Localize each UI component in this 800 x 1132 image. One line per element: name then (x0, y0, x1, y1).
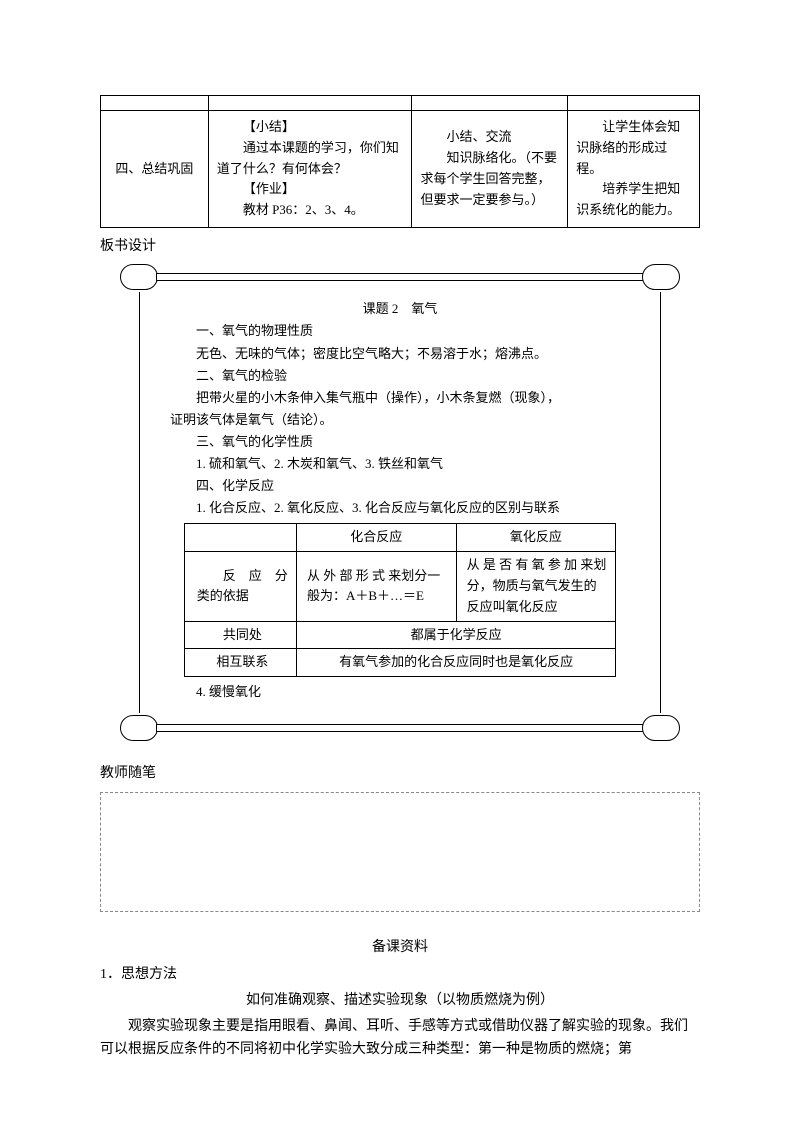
student-line2: 知识脉络化。（不要求每个学生回答完整，但要求一定要参与。） (420, 148, 559, 210)
cell-head-combine: 化合反应 (296, 524, 456, 552)
scroll-title: 课题 2 氧气 (170, 298, 630, 320)
scroll-line: 二、氧气的检验 (170, 365, 630, 387)
basis-l2: 类的依据 (197, 586, 288, 607)
resource-item: 1．思想方法 (100, 963, 700, 987)
board-design-label: 板书设计 (100, 236, 700, 258)
summary-heading: 【小结】 (217, 117, 404, 138)
intent-line1: 让学生体会知识脉络的形成过程。 (576, 117, 691, 179)
comparison-table: 化合反应 氧化反应 反 应 分 类的依据 从 外 部 形 式 来划分一般为：A＋… (184, 523, 616, 677)
intent-line2: 培养学生把知识系统化的能力。 (576, 179, 691, 221)
scroll-rod-top (120, 262, 680, 292)
resource-paragraph: 观察实验现象主要是指用眼看、鼻闻、耳听、手感等方式或借助仪器了解实验的现象。我们… (100, 1015, 700, 1063)
table-blank-row (101, 96, 700, 111)
cell-head-oxidize: 氧化反应 (456, 524, 616, 552)
cell-relation-value: 有氧气参加的化合反应同时也是氧化反应 (296, 649, 615, 677)
resources-body: 1．思想方法 如何准确观察、描述实验现象（以物质燃烧为例） 观察实验现象主要是指… (100, 963, 700, 1062)
table-row: 共同处 都属于化学反应 (184, 621, 615, 649)
table-row: 化合反应 氧化反应 (184, 524, 615, 552)
cell-student-activity: 小结、交流 知识脉络化。（不要求每个学生回答完整，但要求一定要参与。） (412, 111, 568, 228)
scroll-cap-right-icon (642, 264, 680, 290)
scroll-line: 四、化学反应 (170, 475, 630, 497)
table-row: 反 应 分 类的依据 从 外 部 形 式 来划分一般为：A＋B＋…＝E 从 是 … (184, 552, 615, 621)
scroll-cap-left-icon (120, 715, 158, 741)
scroll-bar-top (156, 273, 644, 281)
table-row: 四、总结巩固 【小结】 通过本课题的学习，你们知道了什么？有何体会？ 【作业】 … (101, 111, 700, 228)
teacher-notes-label: 教师随笔 (100, 763, 700, 785)
student-line1: 小结、交流 (420, 127, 559, 148)
scroll-line: 1. 硫和氧气、2. 木炭和氧气、3. 铁丝和氧气 (170, 453, 630, 475)
resource-subtitle: 如何准确观察、描述实验现象（以物质燃烧为例） (100, 989, 700, 1013)
cell-design-intent: 让学生体会知识脉络的形成过程。 培养学生把知识系统化的能力。 (568, 111, 700, 228)
homework-heading: 【作业】 (217, 179, 404, 200)
cell-stage: 四、总结巩固 (101, 111, 209, 228)
table-row: 相互联系 有氧气参加的化合反应同时也是氧化反应 (184, 649, 615, 677)
cell-basis: 反 应 分 类的依据 (184, 552, 296, 621)
scroll-container: 课题 2 氧气 一、氧气的物理性质 无色、无味的气体；密度比空气略大；不易溶于水… (120, 262, 680, 743)
cell-common-label: 共同处 (184, 621, 296, 649)
cell-teacher-activity: 【小结】 通过本课题的学习，你们知道了什么？有何体会？ 【作业】 教材 P36：… (208, 111, 412, 228)
teacher-notes-box (100, 792, 700, 912)
scroll-bar-bottom (156, 724, 644, 732)
resources-title: 备课资料 (100, 937, 700, 959)
homework-text: 教材 P36：2、3、4。 (217, 200, 404, 221)
scroll-line: 一、氧气的物理性质 (170, 320, 630, 342)
scroll-rod-bottom (120, 713, 680, 743)
scroll-body: 课题 2 氧气 一、氧气的物理性质 无色、无味的气体；密度比空气略大；不易溶于水… (139, 292, 661, 713)
cell-blank (184, 524, 296, 552)
cell-combine-basis: 从 外 部 形 式 来划分一般为：A＋B＋…＝E (296, 552, 456, 621)
scroll-line: 证明该气体是氧气（结论）。 (170, 409, 630, 431)
summary-table: 四、总结巩固 【小结】 通过本课题的学习，你们知道了什么？有何体会？ 【作业】 … (100, 95, 700, 228)
scroll-cap-right-icon (642, 715, 680, 741)
summary-text: 通过本课题的学习，你们知道了什么？有何体会？ (217, 138, 404, 180)
scroll-line: 把带火星的小木条伸入集气瓶中（操作），小木条复燃（现象）， (170, 387, 630, 409)
cell-relation-label: 相互联系 (184, 649, 296, 677)
cell-common-value: 都属于化学反应 (296, 621, 615, 649)
basis-l1: 反 应 分 (197, 566, 288, 587)
scroll-line: 4. 缓慢氧化 (170, 681, 630, 703)
scroll-cap-left-icon (120, 264, 158, 290)
scroll-line: 无色、无味的气体；密度比空气略大；不易溶于水；熔沸点。 (170, 343, 630, 365)
scroll-line: 三、氧气的化学性质 (170, 431, 630, 453)
scroll-line: 1. 化合反应、2. 氧化反应、3. 化合反应与氧化反应的区别与联系 (170, 497, 630, 519)
cell-oxidize-basis: 从 是 否 有 氧 参 加 来划分，物质与氧气发生的反应叫氧化反应 (456, 552, 616, 621)
